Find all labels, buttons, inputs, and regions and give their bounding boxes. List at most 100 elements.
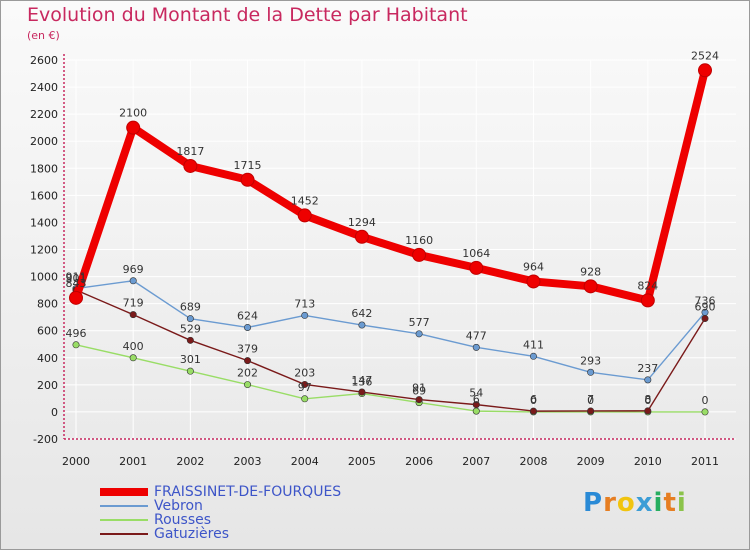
data-point (415, 396, 423, 404)
legend-item: Gatuzières (100, 527, 341, 541)
data-label: 911 (66, 271, 87, 284)
data-label: 301 (180, 353, 201, 366)
data-label: 0 (702, 394, 709, 407)
data-label: 690 (695, 301, 716, 314)
data-label: 713 (294, 297, 315, 310)
data-label: 1715 (234, 159, 262, 172)
data-label: 529 (180, 322, 201, 335)
data-point (469, 260, 484, 275)
data-label: 0 (587, 394, 594, 407)
y-tick-label: 2000 (30, 135, 58, 148)
data-label: 54 (469, 387, 483, 400)
legend-item: Rousses (100, 513, 341, 527)
data-label: 1160 (405, 234, 433, 247)
data-point (644, 407, 652, 415)
data-label: 411 (523, 338, 544, 351)
x-tick-label: 2000 (62, 455, 90, 468)
data-label: 8 (644, 393, 651, 406)
data-label: 379 (237, 343, 258, 356)
data-label: 0 (644, 394, 651, 407)
data-point (354, 229, 369, 244)
y-tick-label: 800 (37, 298, 58, 311)
data-label-layer: 843 2100 1817 1715 1452 1294 1160 1064 964 928 824… (66, 49, 720, 407)
legend-item: Vebron (100, 499, 341, 513)
legend: FRAISSINET-DE-FOURQUES Vebron Rousses Gatuz… (100, 485, 341, 541)
data-point (358, 321, 366, 329)
data-label: 624 (237, 309, 258, 322)
data-label: 496 (66, 327, 87, 340)
data-point (72, 341, 80, 349)
y-tick-label: 200 (37, 379, 58, 392)
y-tick-label: 400 (37, 352, 58, 365)
logo-letter: r (603, 488, 617, 518)
data-point (526, 274, 541, 289)
data-label: 642 (351, 307, 372, 320)
x-tick-label: 2003 (234, 455, 262, 468)
data-label: 577 (409, 316, 430, 329)
data-label: 2524 (691, 49, 719, 62)
data-label: 477 (466, 329, 487, 342)
y-tick-label: 1600 (30, 189, 58, 202)
data-point (472, 401, 480, 409)
y-tick-label: -200 (33, 433, 58, 446)
logo-letter: i (676, 488, 687, 518)
data-label: 2100 (119, 107, 147, 120)
data-label: 7 (587, 393, 594, 406)
x-tick-label: 2010 (634, 455, 662, 468)
data-label: 736 (695, 294, 716, 307)
legend-swatch (100, 505, 148, 507)
proxiti-logo: Proxiti (583, 488, 687, 518)
data-label: 901 (66, 272, 87, 285)
data-point (415, 330, 423, 338)
y-tick-label: 1800 (30, 162, 58, 175)
data-label: 1817 (176, 145, 204, 158)
data-label: 400 (123, 340, 144, 353)
data-point (186, 315, 194, 323)
legend-swatch (100, 488, 148, 496)
data-label: 6 (530, 393, 537, 406)
data-point (583, 279, 598, 294)
legend-label: Vebron (154, 498, 203, 514)
series-line-fraissinet-de-fourques (72, 69, 709, 305)
data-label: 0 (530, 394, 537, 407)
data-label: 293 (580, 354, 601, 367)
x-tick-label: 2005 (348, 455, 376, 468)
data-point (698, 63, 712, 78)
series-line-vebron (75, 280, 706, 381)
data-point (129, 277, 137, 285)
data-label: 689 (180, 301, 201, 314)
data-point (701, 315, 709, 323)
data-label: 91 (412, 382, 426, 395)
data-label: 147 (351, 374, 372, 387)
data-label: 719 (123, 297, 144, 310)
data-label: 1064 (462, 247, 490, 260)
x-tick-label: 2009 (577, 455, 605, 468)
legend-label: FRAISSINET-DE-FOURQUES (154, 484, 342, 500)
data-point (529, 352, 537, 360)
series-layer (69, 63, 712, 416)
data-point (358, 388, 366, 396)
data-label: 1294 (348, 216, 376, 229)
data-point (301, 380, 309, 388)
x-tick-label: 2006 (405, 455, 433, 468)
y-tick-label: 2200 (30, 108, 58, 121)
data-point (244, 323, 252, 331)
data-label: 136 (351, 376, 372, 389)
data-point (183, 158, 198, 173)
y-tick-label: 0 (51, 406, 58, 419)
data-point (126, 120, 141, 135)
y-tick-label: 2400 (30, 81, 58, 94)
data-point (69, 290, 83, 305)
data-point (644, 376, 652, 384)
y-tick-label: 1400 (30, 216, 58, 229)
data-point (240, 172, 255, 187)
data-point (244, 381, 252, 389)
series-line-gatuzi-res (75, 289, 706, 412)
x-tick-label: 2007 (462, 455, 490, 468)
legend-label: Rousses (154, 512, 212, 528)
y-tick-label: 2600 (30, 54, 58, 67)
data-point (472, 407, 480, 415)
axis-layer: -200020040060080010001200140016001800200… (30, 54, 736, 468)
